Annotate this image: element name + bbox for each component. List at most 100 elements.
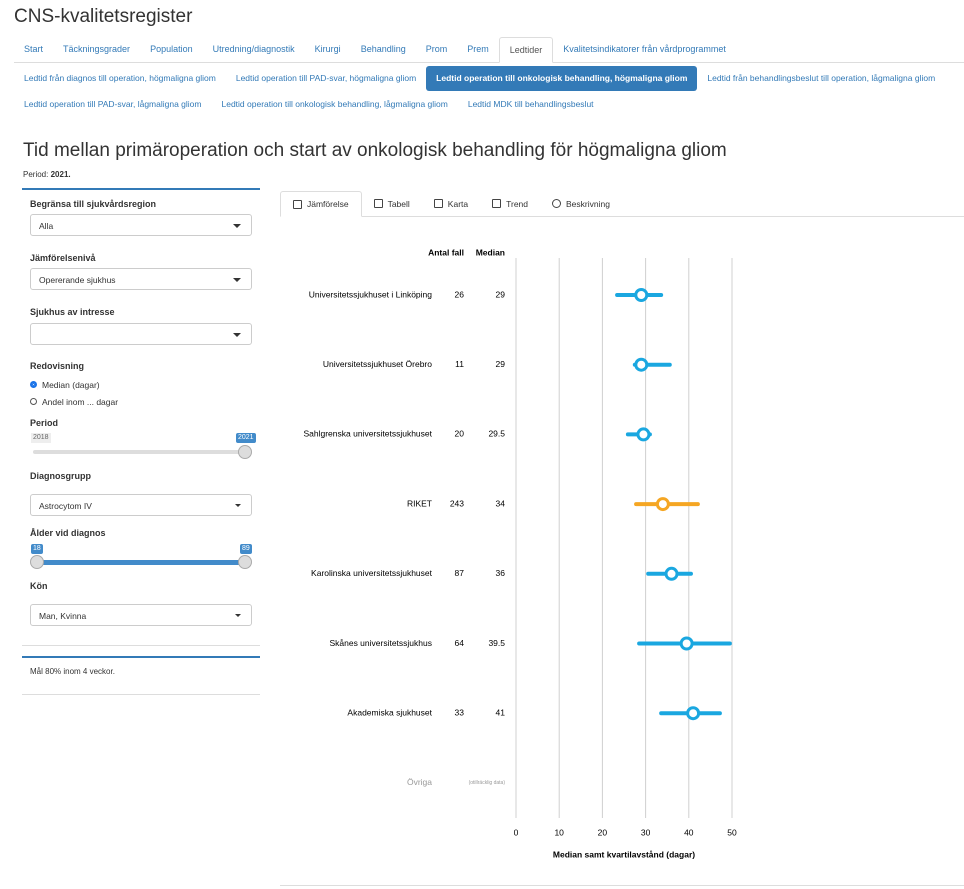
radio-label: Median (dagar) — [42, 379, 100, 390]
slider-min: 18 — [31, 544, 43, 554]
select[interactable] — [30, 323, 252, 345]
select[interactable]: Alla — [30, 214, 252, 236]
panel-bottom — [280, 885, 964, 886]
slider-handle[interactable] — [238, 555, 252, 569]
slider-max: 89 — [240, 544, 252, 554]
radio-option[interactable]: Median (dagar) — [30, 376, 118, 393]
filter-label: Begränsa till sjukvårdsregion — [30, 199, 157, 209]
median-text: 39.5 — [488, 638, 505, 648]
sub-nav-tab[interactable]: Ledtid operation till PAD-svar, högmalig… — [235, 72, 417, 83]
panel-tab[interactable]: Tabell — [362, 191, 422, 216]
median-point — [634, 357, 649, 372]
tab-icon — [492, 199, 502, 208]
sub-nav-row: Ledtid operation till PAD-svar, lågmalig… — [14, 91, 964, 117]
row-label: Karolinska universitetssjukhuset — [311, 568, 433, 578]
median-point — [686, 706, 701, 721]
select-value: Alla — [39, 221, 54, 231]
filter-label: Sjukhus av intresse — [30, 307, 115, 317]
tab-icon — [433, 199, 443, 208]
slider-handle[interactable] — [30, 555, 44, 569]
sub-nav-tab[interactable]: Ledtid operation till onkologisk behandl… — [221, 98, 448, 109]
count: 11 — [455, 359, 464, 369]
select[interactable]: Man, Kvinna — [30, 604, 252, 626]
tab-label: Jämförelse — [307, 199, 349, 209]
x-tick-label: 50 — [727, 827, 737, 837]
median-point — [636, 427, 651, 442]
radio-label: Andel inom ... dagar — [42, 396, 119, 407]
panel-tab[interactable]: Trend — [480, 191, 540, 216]
sidebar-panel — [22, 188, 260, 646]
tab-label: Tabell — [387, 198, 410, 209]
radio-option[interactable]: Andel inom ... dagar — [30, 393, 118, 410]
median-text: 36 — [496, 568, 506, 578]
nav-tab[interactable]: Prem — [467, 44, 489, 54]
select[interactable]: Astrocytom IV — [30, 494, 252, 516]
median-point — [655, 497, 670, 512]
filter-label: Diagnosgrupp — [30, 471, 91, 481]
select-value: Astrocytom IV — [39, 501, 92, 511]
nav-tab[interactable]: Start — [24, 44, 44, 54]
count: 87 — [455, 568, 465, 578]
panel-tab[interactable]: Karta — [422, 191, 480, 216]
tab-label: Karta — [447, 198, 469, 209]
row-note: (otillräcklig data) — [469, 780, 506, 786]
nav-tab[interactable]: Täckningsgrader — [63, 44, 131, 54]
sub-nav-row: Ledtid från diagnos till operation, högm… — [14, 65, 964, 91]
note: Mål 80% inom 4 veckor. — [30, 667, 115, 676]
nav-tab[interactable]: Behandling — [360, 44, 406, 54]
panel-tab[interactable]: Beskrivning — [540, 191, 622, 216]
slider-track — [33, 450, 245, 454]
median-text: 29 — [496, 289, 506, 299]
period-label: Period: — [23, 170, 49, 179]
select[interactable]: Opererande sjukhus — [30, 268, 252, 290]
panel-tab[interactable]: Jämförelse — [280, 191, 362, 217]
median-point — [679, 636, 694, 651]
median-text: 34 — [496, 498, 506, 508]
median-point — [634, 288, 649, 302]
column-header: Median — [476, 247, 505, 257]
sub-nav-tab[interactable]: Ledtid från diagnos till operation, högm… — [24, 72, 216, 83]
nav-tab[interactable]: Population — [150, 44, 193, 54]
slider-handle[interactable] — [238, 445, 252, 459]
radio-group: Median (dagar) Andel inom ... dagar — [30, 376, 118, 410]
median-text: 41 — [496, 707, 506, 717]
x-axis-title: Median samt kvartilavstånd (dagar) — [553, 849, 695, 859]
note-panel — [22, 656, 260, 695]
nav-tab[interactable]: Prom — [425, 44, 448, 54]
radio-button[interactable] — [30, 381, 37, 388]
nav-tab[interactable]: Kirurgi — [314, 44, 341, 54]
slider-value: 2021 — [236, 433, 256, 443]
nav-tab[interactable]: Kvalitetsindikatorer från vårdprogrammet — [563, 44, 726, 54]
count: 243 — [450, 498, 464, 508]
tab-label: Beskrivning — [566, 198, 610, 209]
row-label: Sahlgrenska universitetssjukhuset — [303, 429, 432, 439]
sub-nav-tab[interactable]: Ledtid MDK till behandlingsbeslut — [467, 98, 594, 109]
nav-tab[interactable]: Ledtider — [498, 37, 554, 63]
count: 64 — [455, 638, 465, 648]
filter-label: Jämförelsenivå — [30, 253, 96, 263]
x-tick-label: 40 — [684, 827, 694, 837]
sub-nav-tab[interactable]: Ledtid operation till PAD-svar, lågmalig… — [24, 98, 202, 109]
x-tick-label: 10 — [554, 827, 564, 837]
period-value: 2021. — [50, 170, 71, 179]
median-text: 29 — [496, 359, 506, 369]
select-value: Opererande sjukhus — [39, 275, 116, 285]
x-tick-label: 0 — [514, 827, 519, 837]
row-label: Skånes universitetssjukhus — [329, 638, 432, 648]
row-label: Akademiska sjukhuset — [347, 707, 432, 717]
slider-min: 2018 — [31, 433, 51, 443]
row-label: Universitetssjukhuset Örebro — [323, 359, 432, 369]
filter-label: Period — [30, 418, 59, 428]
count: 33 — [455, 707, 465, 717]
count: 20 — [455, 429, 465, 439]
sub-nav-tab[interactable]: Ledtid operation till onkologisk behandl… — [426, 65, 698, 91]
nav-tab[interactable]: Utredning/diagnostik — [212, 44, 295, 54]
x-tick-label: 20 — [598, 827, 608, 837]
x-tick-label: 30 — [641, 827, 651, 837]
tab-icon — [373, 199, 383, 208]
filter-label: Redovisning — [30, 361, 85, 371]
sub-nav-tab[interactable]: Ledtid från behandlingsbeslut till opera… — [707, 72, 936, 83]
radio-button[interactable] — [30, 398, 37, 405]
tab-icon — [293, 199, 302, 209]
